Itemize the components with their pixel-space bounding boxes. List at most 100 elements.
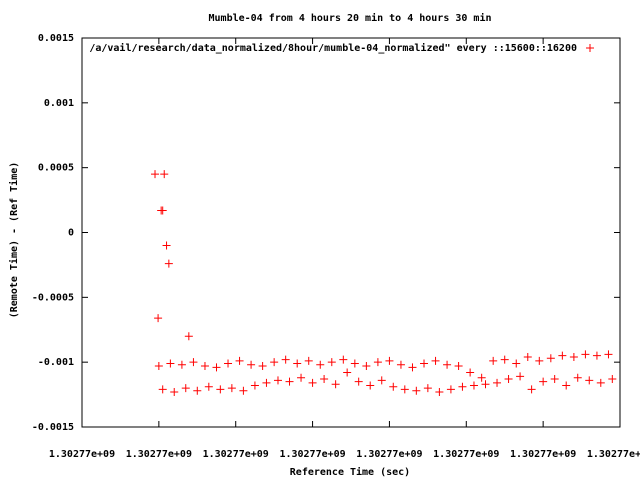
point — [166, 359, 175, 368]
point — [592, 351, 601, 360]
point — [331, 380, 340, 389]
point — [466, 368, 475, 377]
point — [608, 375, 617, 384]
x-tick-label: 1.30277e+09 — [279, 449, 345, 460]
point — [170, 387, 179, 396]
point — [154, 314, 163, 323]
point — [385, 356, 394, 365]
plot-frame — [81, 37, 621, 428]
point — [200, 362, 209, 371]
x-tick-label: 1.30277e+09 — [356, 449, 422, 460]
point — [500, 355, 509, 364]
point — [396, 360, 405, 369]
point — [550, 375, 559, 384]
point — [250, 381, 259, 390]
point — [273, 376, 282, 385]
point — [247, 360, 256, 369]
point — [164, 259, 173, 268]
y-tick-label: 0.001 — [44, 98, 74, 109]
point — [204, 382, 213, 391]
point — [446, 385, 455, 394]
y-tick-label: 0.0005 — [38, 163, 74, 174]
point — [158, 385, 167, 394]
point — [423, 384, 432, 393]
point — [523, 352, 532, 361]
point — [304, 356, 313, 365]
point — [281, 355, 290, 364]
point — [373, 358, 382, 367]
point — [343, 368, 352, 377]
point — [270, 358, 279, 367]
point — [458, 382, 467, 391]
point — [162, 241, 171, 250]
point — [293, 359, 302, 368]
point — [400, 385, 409, 394]
point — [262, 378, 271, 387]
chart-title: Mumble-04 from 4 hours 20 min to 4 hours… — [209, 12, 492, 24]
x-tick-label: 1.30277e+09 — [510, 449, 576, 460]
x-tick-label: 1.30277e+09 — [587, 449, 640, 460]
point — [366, 381, 375, 390]
y-tick-label: -0.001 — [38, 357, 74, 368]
y-tick-label: 0.0015 — [38, 33, 74, 44]
point — [235, 356, 244, 365]
point — [177, 360, 186, 369]
point — [320, 375, 329, 384]
point — [477, 373, 486, 382]
point — [212, 363, 221, 372]
point — [181, 384, 190, 393]
point — [154, 362, 163, 371]
x-tick-label: 1.30277e+09 — [126, 449, 192, 460]
point — [227, 384, 236, 393]
x-axis-label: Reference Time (sec) — [290, 466, 410, 478]
point — [158, 206, 167, 215]
point — [604, 350, 613, 359]
y-axis-label: (Remote Time) - (Ref Time) — [8, 162, 20, 319]
point — [493, 378, 502, 387]
x-tick-label: 1.30277e+09 — [433, 449, 499, 460]
point — [562, 381, 571, 390]
point — [354, 377, 363, 386]
point — [585, 376, 594, 385]
x-tick-label: 1.30277e+09 — [203, 449, 269, 460]
point — [489, 356, 498, 365]
point — [527, 385, 536, 394]
point — [308, 378, 317, 387]
point — [454, 362, 463, 371]
legend-marker — [586, 44, 594, 52]
point — [350, 359, 359, 368]
point — [481, 380, 490, 389]
point — [535, 356, 544, 365]
point — [316, 360, 325, 369]
point — [216, 385, 225, 394]
point — [431, 356, 440, 365]
point — [285, 377, 294, 386]
point — [160, 170, 169, 179]
point — [539, 377, 548, 386]
point — [389, 382, 398, 391]
point — [297, 373, 306, 382]
point — [435, 387, 444, 396]
y-tick-label: 0 — [68, 228, 74, 239]
point — [443, 360, 452, 369]
point — [558, 351, 567, 360]
point — [569, 352, 578, 361]
point — [327, 358, 336, 367]
point — [504, 375, 513, 384]
point — [339, 355, 348, 364]
point — [362, 362, 371, 371]
point — [184, 332, 193, 341]
point — [258, 362, 267, 371]
point — [512, 359, 521, 368]
legend-label: /a/vail/research/data_normalized/8hour/m… — [89, 42, 577, 54]
point — [189, 358, 198, 367]
point — [408, 363, 417, 372]
point — [151, 170, 160, 179]
point — [546, 354, 555, 363]
point — [193, 386, 202, 395]
point — [412, 386, 421, 395]
point — [377, 376, 386, 385]
point — [581, 350, 590, 359]
point — [596, 378, 605, 387]
point — [573, 373, 582, 382]
